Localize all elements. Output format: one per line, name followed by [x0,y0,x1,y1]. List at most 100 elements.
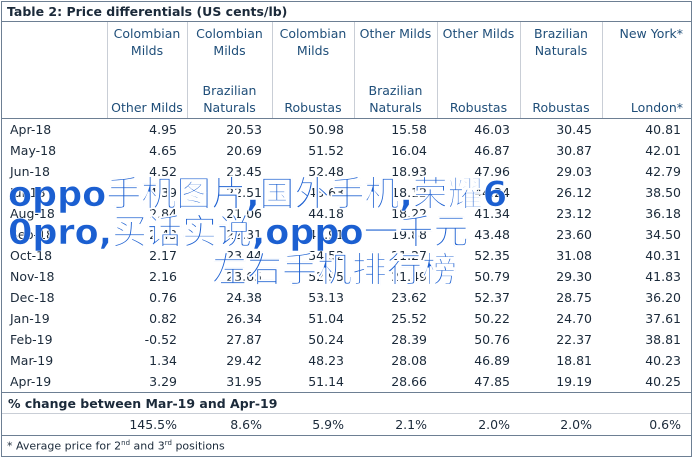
column-header: London* [630,100,683,115]
cell: 4.39 [149,185,177,200]
cell: 48.63 [308,185,344,200]
header-cell: Robustas [271,72,354,119]
change-cell: 2.1% [354,413,437,436]
cell: 30.87 [556,143,592,158]
change-cell: 2.0% [520,413,602,436]
cell: 52.35 [474,248,510,263]
change-cell: 8.6% [187,413,272,436]
overlay-text: oppo手机图片,国外手机,荣耀6 [8,175,508,215]
header-cell: Robustas [436,72,520,119]
cell: 36.18 [645,206,681,221]
overlay-text: 0pro,买话实说,oppo一千元 [8,213,469,253]
cell: 42.79 [645,164,681,179]
header-cell [2,72,107,119]
footnote-text: * Average price for 2 [7,439,122,453]
column-header: Colombian Milds [113,26,181,58]
table-title: Table 2: Price differentials (US cents/l… [2,2,691,22]
cell: 41.83 [645,269,681,284]
column-header: Colombian Milds [196,26,263,58]
header-cell: Brazilian Naturals [353,72,437,119]
row-label: Jul-18 [10,185,46,200]
cell: 51.04 [308,311,344,326]
column-header: Robustas [449,100,508,115]
cell: 21.27 [391,248,427,263]
header-cell: Colombian Milds [106,22,187,72]
data-row: Oct-18 2.17 23.44 54.52 21.27 52.35 31.08 40.31 [2,245,691,266]
cell: 29.03 [556,164,592,179]
cell: 54.52 [308,248,344,263]
change-row: 145.5% 8.6% 5.9% 2.1% 2.0% 2.0% 0.6% [2,413,691,436]
cell: 22.37 [556,332,592,347]
row-label: Sep-18 [10,227,54,242]
cell: 18.93 [391,164,427,179]
row-label: Jun-18 [10,164,50,179]
cell: 46.87 [474,143,510,158]
cell: 42.01 [645,143,681,158]
cell: 29.30 [556,269,592,284]
cell: 24.70 [556,311,592,326]
cell: 22.51 [226,185,262,200]
cell: 4.65 [149,143,177,158]
cell: 34.50 [645,227,681,242]
header-cell: Other Milds [353,22,437,72]
overlay-text: 左右手机排行榜 [212,251,458,291]
data-row: Apr-19 3.29 31.95 51.14 28.66 47.85 19.19 40.25 [2,371,691,393]
row-label: Nov-18 [10,269,55,284]
cell: 50.22 [474,311,510,326]
cell: 2.43 [149,227,177,242]
cell: -0.52 [144,332,177,347]
change-cell: 145.5% [107,413,187,436]
column-header: Brazilian Naturals [202,83,257,115]
header-cell: Brazilian Naturals [519,22,602,72]
row-label: Feb-19 [10,332,53,347]
cell: 19.88 [391,227,427,242]
column-header: Robustas [532,100,590,115]
cell: 37.61 [645,311,681,326]
cell: 53.13 [308,290,344,305]
data-row: Jun-18 4.52 23.45 52.48 18.93 47.96 29.03 42.79 [2,161,691,182]
cell: 28.39 [391,332,427,347]
cell: 38.50 [645,185,681,200]
header-cell: Other Milds [436,22,520,72]
cell: 50.98 [308,122,344,137]
cell: 21.49 [391,269,427,284]
header-cell: London* [601,72,691,119]
cell: 15.58 [391,122,427,137]
column-header: New York* [619,26,684,41]
cell: 18.12 [391,185,427,200]
cell: 2.17 [149,248,177,263]
cell: 4.95 [149,122,177,137]
change-cell: 5.9% [272,413,354,436]
cell: 2.16 [149,269,177,284]
data-row: Dec-18 0.76 24.38 53.13 23.62 52.37 28.75 36.20 [2,287,691,308]
column-header: Other Milds [359,26,432,41]
data-row: Jan-19 0.82 26.34 51.04 25.52 50.22 24.70 37.61 [2,308,691,329]
cell: 25.52 [391,311,427,326]
data-row: Sep-18 2.43 22.31 45.91 19.88 43.48 23.60 34.50 [2,224,691,245]
change-label-row: % change between Mar-19 and Apr-19 [2,392,691,414]
cell: 51.14 [308,374,344,389]
cell: 45.91 [308,227,344,242]
data-row: May-18 4.65 20.69 51.52 16.04 46.87 30.87 42.01 [2,140,691,161]
header-row: Other Milds Brazilian Naturals Robustas Bra… [2,72,691,119]
cell: 23.65 [226,269,262,284]
cell: 44.24 [474,185,510,200]
cell: 40.25 [645,374,681,389]
cell: 38.81 [645,332,681,347]
cell: 52.37 [474,290,510,305]
cell: 20.53 [226,122,262,137]
cell: 28.75 [556,290,592,305]
cell: 46.89 [474,353,510,368]
cell: 0.76 [149,290,177,305]
cell: 20.69 [226,143,262,158]
row-label: Apr-19 [10,374,52,389]
cell: 23.60 [556,227,592,242]
column-header: Brazilian Naturals [534,26,588,58]
cell: 21.06 [226,206,262,221]
cell: 31.95 [226,374,262,389]
header-cell: Robustas [519,72,602,119]
cell: 31.08 [556,248,592,263]
cell: 27.87 [226,332,262,347]
